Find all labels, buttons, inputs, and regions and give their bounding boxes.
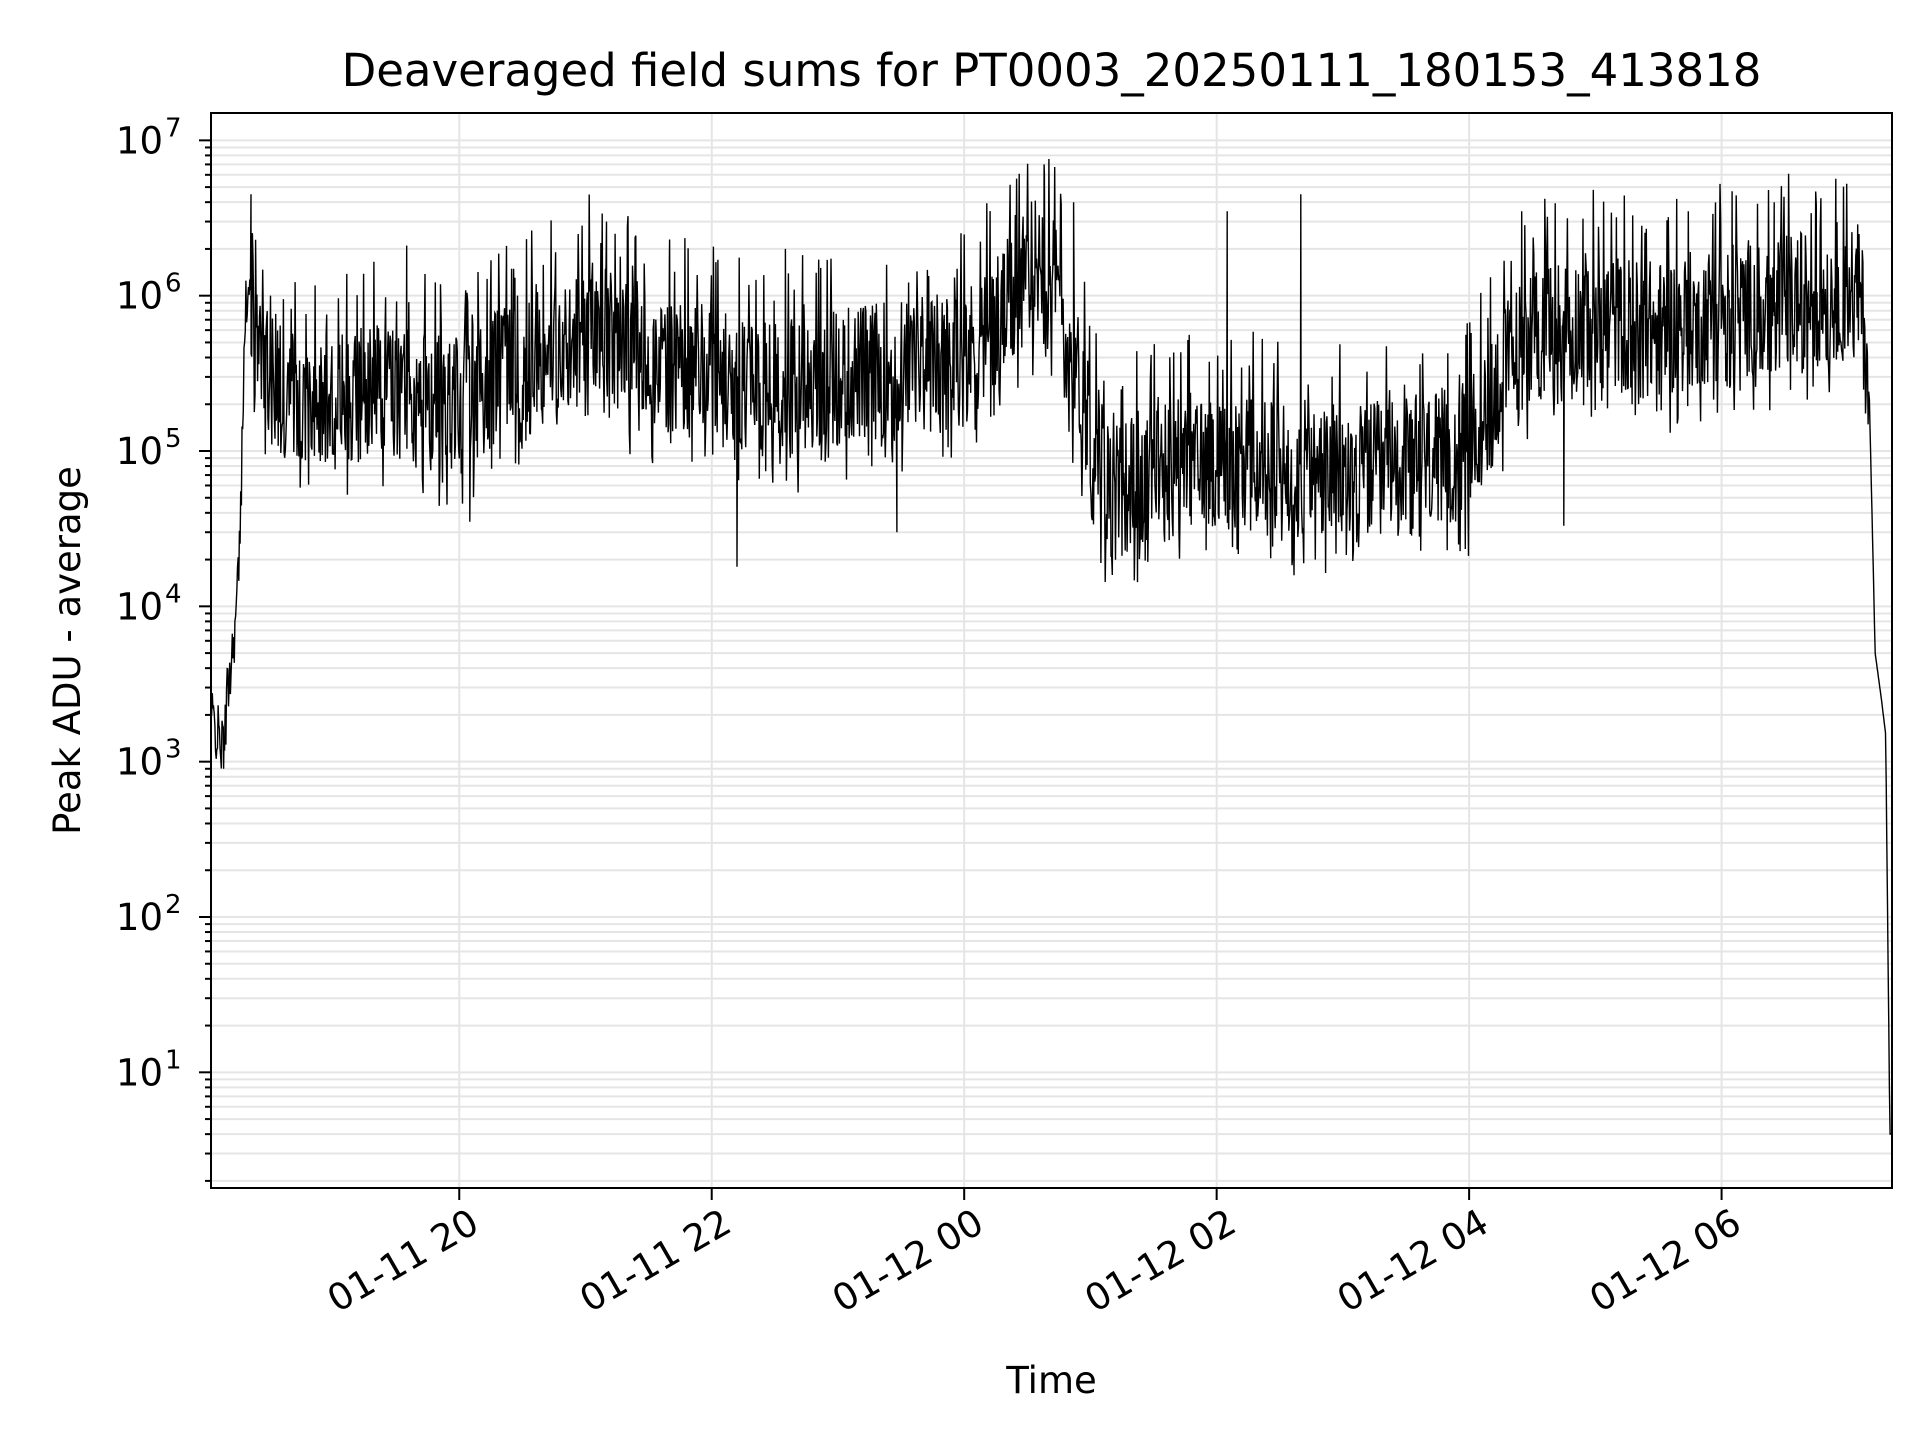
- y-tick-label: 10: [116, 896, 163, 939]
- y-tick-label: 10: [116, 430, 163, 473]
- y-tick-exponent: 2: [165, 890, 182, 920]
- series-line: [211, 158, 1892, 1135]
- axes-frame: [210, 112, 1893, 1189]
- y-tick-label: 10: [116, 741, 163, 784]
- y-tick-exponent: 3: [165, 735, 182, 765]
- y-tick-exponent: 1: [165, 1045, 182, 1075]
- x-axis-label: Time: [1005, 1359, 1097, 1402]
- y-tick-label: 10: [116, 585, 163, 628]
- y-tick-label: 10: [116, 275, 163, 318]
- y-tick-exponent: 6: [165, 269, 182, 299]
- y-tick-label: 10: [116, 119, 163, 162]
- y-tick-exponent: 7: [165, 113, 182, 143]
- y-tick-exponent: 5: [165, 424, 182, 454]
- y-tick-label: 10: [116, 1051, 163, 1094]
- plot-area: [211, 158, 1892, 1135]
- chart-title: Deaveraged field sums for PT0003_2025011…: [342, 44, 1762, 97]
- y-tick-exponent: 4: [165, 579, 182, 609]
- y-axis-label: Peak ADU - average: [46, 466, 89, 835]
